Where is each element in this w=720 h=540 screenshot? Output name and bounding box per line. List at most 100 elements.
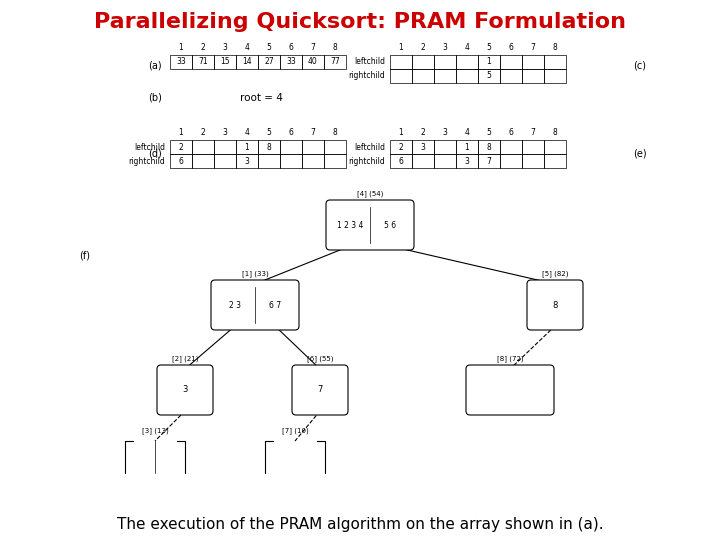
Text: 1 2 3 4: 1 2 3 4 — [337, 220, 363, 230]
Text: 71: 71 — [198, 57, 208, 66]
Text: 5: 5 — [487, 71, 492, 80]
FancyBboxPatch shape — [527, 280, 583, 330]
Text: 33: 33 — [286, 57, 296, 66]
Bar — [214, 154, 236, 168]
FancyBboxPatch shape — [211, 280, 299, 330]
Text: 2: 2 — [179, 143, 184, 152]
Bar — [522, 55, 544, 69]
Bar — [500, 69, 522, 83]
Text: 8: 8 — [266, 143, 271, 152]
Bar — [302, 154, 324, 168]
Bar — [434, 154, 456, 168]
Text: 15: 15 — [220, 57, 230, 66]
Bar — [500, 154, 522, 168]
Text: 33: 33 — [176, 57, 186, 66]
Text: 6: 6 — [289, 128, 294, 137]
Bar — [544, 69, 566, 83]
Text: root = 4: root = 4 — [240, 93, 283, 103]
Bar — [170, 140, 192, 154]
Text: 2: 2 — [420, 43, 426, 52]
Bar — [214, 140, 236, 154]
Bar — [434, 140, 456, 154]
Text: 1: 1 — [399, 43, 403, 52]
Text: 7: 7 — [531, 128, 536, 137]
Text: 4: 4 — [464, 43, 469, 52]
Text: 1: 1 — [487, 57, 491, 66]
Text: rightchild: rightchild — [348, 157, 385, 165]
Text: 8: 8 — [553, 43, 557, 52]
Text: [4] (54): [4] (54) — [357, 190, 383, 197]
Bar — [456, 154, 478, 168]
Text: (c): (c) — [634, 60, 647, 70]
Text: (e): (e) — [633, 149, 647, 159]
Bar — [170, 55, 192, 69]
Bar — [522, 69, 544, 83]
Text: 2 3: 2 3 — [229, 300, 241, 309]
Text: rightchild: rightchild — [348, 71, 385, 80]
Bar — [324, 140, 346, 154]
Text: 5: 5 — [266, 128, 271, 137]
Bar — [258, 154, 280, 168]
Text: 40: 40 — [308, 57, 318, 66]
Text: 6: 6 — [289, 43, 294, 52]
Bar — [456, 55, 478, 69]
Bar — [544, 140, 566, 154]
Bar — [522, 140, 544, 154]
FancyBboxPatch shape — [466, 365, 554, 415]
Text: 7: 7 — [310, 128, 315, 137]
Text: 7: 7 — [487, 157, 492, 165]
Bar — [390, 55, 412, 69]
Text: 3: 3 — [222, 128, 228, 137]
Text: 3: 3 — [245, 157, 249, 165]
Text: 6: 6 — [179, 157, 184, 165]
Text: 5: 5 — [487, 43, 492, 52]
Bar — [500, 55, 522, 69]
Bar — [412, 140, 434, 154]
Text: Parallelizing Quicksort: PRAM Formulation: Parallelizing Quicksort: PRAM Formulatio… — [94, 12, 626, 32]
Bar — [478, 55, 500, 69]
FancyBboxPatch shape — [326, 200, 414, 250]
Bar — [280, 55, 302, 69]
Bar — [324, 154, 346, 168]
Text: 27: 27 — [264, 57, 274, 66]
Text: rightchild: rightchild — [128, 157, 165, 165]
Bar — [280, 140, 302, 154]
Text: The execution of the PRAM algorithm on the array shown in (a).: The execution of the PRAM algorithm on t… — [117, 517, 603, 532]
FancyBboxPatch shape — [292, 365, 348, 415]
Text: [1] (33): [1] (33) — [242, 270, 269, 277]
Bar — [236, 55, 258, 69]
Text: 6: 6 — [399, 157, 403, 165]
Bar — [478, 69, 500, 83]
Bar — [280, 154, 302, 168]
Bar — [324, 55, 346, 69]
Text: 8: 8 — [333, 128, 338, 137]
Bar — [478, 154, 500, 168]
Text: [2] (21): [2] (21) — [172, 355, 198, 362]
Text: 3: 3 — [222, 43, 228, 52]
Text: 2: 2 — [201, 128, 205, 137]
Bar — [390, 154, 412, 168]
Bar — [170, 154, 192, 168]
Bar — [412, 69, 434, 83]
Text: leftchild: leftchild — [354, 57, 385, 66]
Text: leftchild: leftchild — [134, 143, 165, 152]
Text: 1: 1 — [179, 128, 184, 137]
Text: 3: 3 — [443, 128, 447, 137]
Text: leftchild: leftchild — [354, 143, 385, 152]
Text: 2: 2 — [399, 143, 403, 152]
Text: 8: 8 — [552, 300, 558, 309]
Text: 5: 5 — [266, 43, 271, 52]
Bar — [302, 55, 324, 69]
Text: 6: 6 — [508, 43, 513, 52]
FancyBboxPatch shape — [157, 365, 213, 415]
Text: [3] (13): [3] (13) — [142, 427, 168, 434]
Text: 14: 14 — [242, 57, 252, 66]
Bar — [192, 154, 214, 168]
Bar — [500, 140, 522, 154]
Text: 6 7: 6 7 — [269, 300, 281, 309]
Text: 2: 2 — [420, 128, 426, 137]
Text: 1: 1 — [399, 128, 403, 137]
Text: 7: 7 — [531, 43, 536, 52]
Bar — [544, 154, 566, 168]
Bar — [456, 69, 478, 83]
